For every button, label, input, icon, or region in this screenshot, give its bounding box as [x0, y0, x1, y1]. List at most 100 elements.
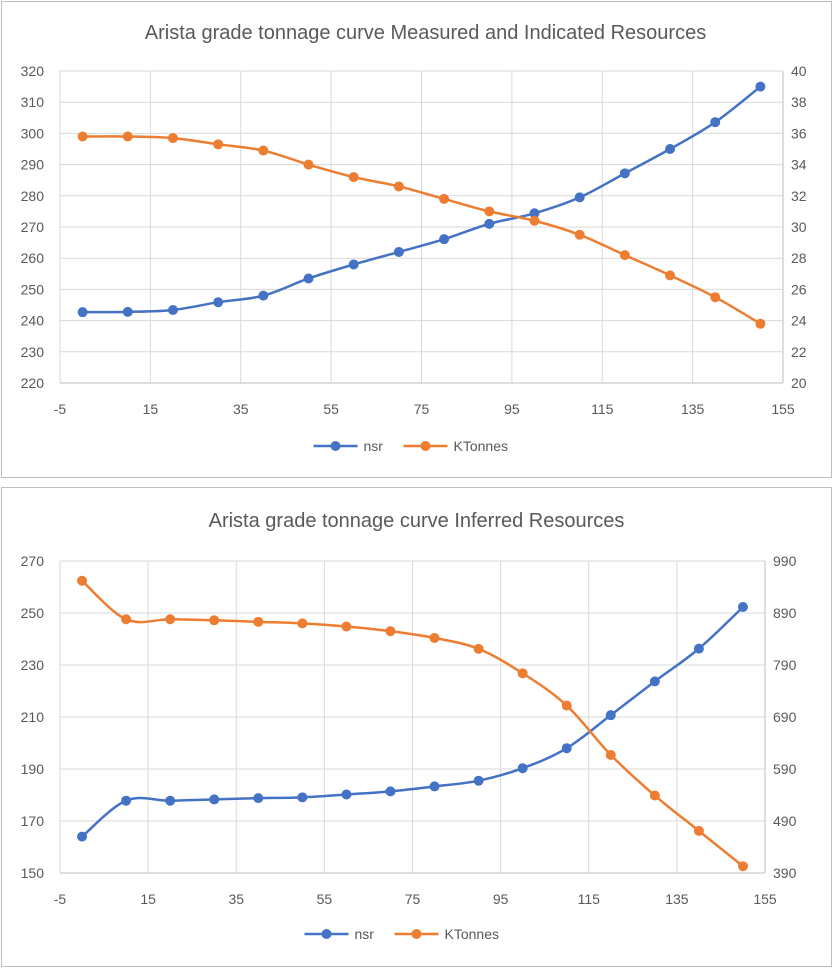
inf-ktonnes-point: [693, 825, 704, 836]
inf-nsr-point: [561, 743, 572, 754]
inf-nsr-point: [737, 602, 748, 613]
mi-nsr-point: [303, 273, 314, 284]
mi-legend-ktonnes-label: KTonnes: [454, 438, 508, 454]
inf-x-tick-label: 95: [493, 891, 509, 907]
mi-nsr-point: [755, 81, 766, 92]
inf-legend-nsr-marker: [321, 929, 332, 939]
inf-ktonnes-point: [605, 749, 616, 760]
inf-nsr-point: [517, 763, 528, 774]
inf-ktonnes-point: [297, 618, 308, 629]
mi-left-tick-label: 280: [21, 188, 45, 204]
inf-left-tick-label: 250: [21, 605, 45, 621]
mi-x-tick-label: 135: [681, 401, 705, 417]
inf-ktonnes-point: [561, 700, 572, 711]
mi-x-tick-label: 155: [771, 401, 795, 417]
inf-right-tick-label: 590: [773, 761, 797, 777]
mi-ktonnes-point: [213, 139, 224, 150]
inf-left-tick-label: 150: [21, 865, 45, 881]
mi-nsr-point: [574, 192, 585, 203]
mi-x-tick-label: 95: [504, 401, 520, 417]
mi-nsr-point: [619, 168, 630, 179]
mi-ktonnes-point: [303, 159, 314, 170]
inf-legend-ktonnes-label: KTonnes: [445, 926, 499, 942]
mi-left-tick-label: 250: [21, 281, 45, 297]
mi-ktonnes-point: [167, 133, 178, 144]
mi-ktonnes-point: [484, 206, 495, 217]
mi-ktonnes-series-line: [81, 135, 762, 325]
inf-right-tick-label: 490: [773, 813, 797, 829]
mi-ktonnes-point: [574, 229, 585, 240]
inf-x-tick-label: -5: [54, 891, 67, 907]
inf-left-tick-label: 170: [21, 813, 45, 829]
mi-ktonnes-point: [755, 318, 766, 329]
inf-nsr-point: [693, 643, 704, 654]
inf-right-tick-label: 890: [773, 605, 797, 621]
mi-nsr-point: [77, 307, 88, 318]
mi-right-tick-label: 38: [791, 94, 807, 110]
inf-nsr-point: [165, 795, 176, 806]
inf-nsr-point: [473, 775, 484, 786]
chart-panel-inferred: Arista grade tonnage curve Inferred Reso…: [1, 487, 832, 967]
chart-panel-measured-indicated: Arista grade tonnage curve Measured and …: [1, 1, 832, 478]
mi-nsr-point: [529, 208, 540, 219]
mi-nsr-point: [484, 218, 495, 229]
inf-x-tick-label: 115: [578, 891, 601, 907]
mi-right-tick-label: 34: [791, 157, 807, 173]
mi-ktonnes-point: [619, 250, 630, 261]
inf-x-tick-label: 135: [665, 891, 689, 907]
mi-nsr-point: [393, 246, 404, 257]
inf-nsr-point: [649, 676, 660, 687]
mi-legend-ktonnes-marker: [420, 441, 431, 451]
inf-ktonnes-point: [165, 614, 176, 625]
inf-x-tick-label: 35: [228, 891, 244, 907]
mi-right-tick-label: 24: [791, 313, 807, 329]
mi-left-tick-label: 270: [21, 219, 45, 235]
mi-nsr-point: [213, 297, 224, 308]
mi-left-tick-label: 290: [21, 157, 45, 173]
inf-nsr-point: [429, 781, 440, 792]
mi-right-tick-label: 30: [791, 219, 807, 235]
inf-right-tick-label: 990: [773, 553, 797, 569]
mi-x-tick-label: 15: [143, 401, 159, 417]
inf-ktonnes-point: [253, 616, 264, 627]
mi-right-tick-label: 40: [791, 63, 807, 79]
mi-left-tick-label: 220: [21, 375, 45, 391]
inf-right-tick-label: 690: [773, 709, 797, 725]
mi-legend-nsr-label: nsr: [364, 438, 384, 454]
inf-nsr-point: [297, 792, 308, 803]
mi-nsr-point: [167, 304, 178, 315]
inf-x-tick-label: 155: [753, 891, 777, 907]
mi-nsr-point: [122, 306, 133, 317]
inf-ktonnes-point: [385, 626, 396, 637]
inf-ktonnes-point: [517, 668, 528, 679]
inf-ktonnes-point: [737, 861, 748, 872]
mi-x-tick-label: 115: [591, 401, 614, 417]
inf-x-tick-label: 15: [140, 891, 156, 907]
inf-x-tick-label: 75: [405, 891, 421, 907]
inf-ktonnes-point: [77, 575, 88, 586]
mi-nsr-point: [439, 234, 450, 245]
mi-left-tick-label: 230: [21, 344, 45, 360]
inf-right-tick-label: 790: [773, 657, 797, 673]
mi-left-tick-label: 310: [21, 94, 45, 110]
mi-ktonnes-point: [348, 172, 359, 183]
mi-nsr-point: [665, 144, 676, 154]
mi-left-tick-label: 240: [21, 313, 45, 329]
mi-right-tick-label: 32: [791, 188, 807, 204]
mi-right-tick-label: 26: [791, 281, 807, 297]
inf-ktonnes-point: [121, 614, 132, 625]
mi-ktonnes-point: [77, 131, 88, 142]
mi-x-tick-label: 55: [323, 401, 339, 417]
inf-ktonnes-point: [649, 790, 660, 801]
inf-left-tick-label: 190: [21, 761, 45, 777]
inf-ktonnes-point: [341, 621, 352, 632]
inf-nsr-point: [253, 793, 264, 804]
inf-nsr-point: [341, 789, 352, 800]
mi-left-tick-label: 320: [21, 63, 45, 79]
mi-ktonnes-point: [258, 145, 269, 156]
inf-ktonnes-series-line: [80, 579, 745, 868]
mi-left-tick-label: 260: [21, 250, 45, 266]
mi-legend-nsr-marker: [330, 441, 341, 451]
inf-left-tick-label: 210: [21, 709, 45, 725]
inf-nsr-series-line: [80, 605, 745, 838]
